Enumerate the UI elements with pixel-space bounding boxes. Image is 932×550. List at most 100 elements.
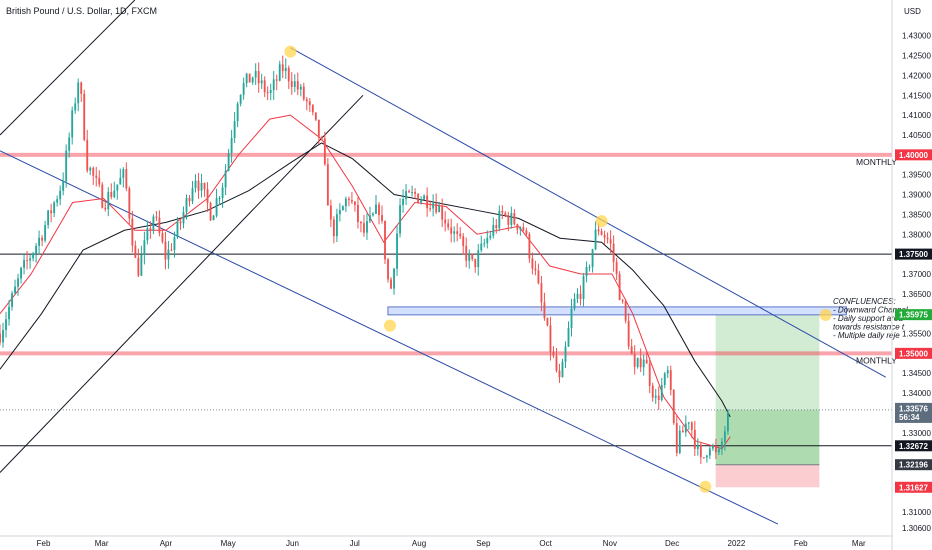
candle-body [393, 268, 395, 289]
price-tick-label: 1.34500 [902, 369, 931, 378]
candle-body [549, 325, 552, 352]
candle-body [140, 254, 143, 276]
candle-body [453, 231, 456, 234]
candle-body [612, 243, 615, 262]
candle-body [531, 258, 534, 269]
candle-body [603, 234, 606, 238]
candle-body [690, 422, 693, 430]
time-tick-label: May [221, 539, 236, 548]
candle-body [293, 81, 296, 87]
time-tick-label: Jul [350, 539, 360, 548]
candle-body [636, 358, 639, 367]
candle-body [465, 245, 468, 261]
price-tick-label: 1.34000 [902, 389, 931, 398]
candle-body [89, 167, 92, 171]
time-tick-label: 2022 [728, 539, 746, 548]
candle-body [414, 192, 417, 194]
candle-body [408, 191, 411, 193]
monthly-label-lower: MONTHLY [856, 355, 897, 365]
candle-body [272, 79, 275, 91]
price-tick-label: 1.33000 [902, 429, 931, 438]
slow-moving-average [0, 142, 731, 418]
candle-body [435, 203, 438, 213]
confluences-note-line: - Daily support area [833, 314, 903, 323]
touch-point-marker [284, 45, 297, 58]
candle-body [314, 112, 317, 120]
candle-body [287, 67, 290, 82]
candle-body [200, 182, 203, 191]
candle-body [209, 202, 212, 221]
price-tick-label: 1.40500 [902, 131, 931, 140]
candle-body [296, 81, 299, 90]
candle-body [417, 193, 420, 203]
candle-body [0, 333, 1, 343]
candle-body [696, 444, 699, 449]
price-badge [895, 347, 932, 359]
price-tick-label: 1.41000 [902, 111, 931, 120]
candle-body [41, 237, 44, 241]
candle-body [447, 223, 450, 228]
confluences-note-line: towards resistance t [833, 323, 905, 332]
candle-body [534, 268, 537, 271]
candle-body [519, 227, 522, 230]
candle-body [399, 205, 401, 234]
candle-body [525, 230, 528, 235]
candle-body [29, 258, 32, 261]
candle-body [708, 448, 711, 456]
candle-body [624, 301, 627, 321]
candle-body [711, 446, 714, 449]
chart-title: British Pound / U.S. Dollar, 1D, FXCM [6, 6, 157, 16]
candle-body [444, 219, 447, 224]
price-badge [895, 248, 932, 260]
candle-body [167, 249, 170, 260]
candle-body [263, 80, 266, 93]
time-tick-label: Mar [95, 539, 109, 548]
profit-zone-upper [715, 314, 820, 410]
candle-body [173, 237, 176, 250]
candle-body [8, 306, 10, 320]
candle-body [495, 225, 498, 229]
candle-body [663, 373, 666, 385]
candle-body [254, 70, 257, 78]
confluences-note-line: CONFLUENCES: [833, 297, 896, 306]
price-tick-label: 1.41500 [902, 91, 931, 100]
candle-body [540, 283, 543, 303]
candle-body [651, 385, 654, 398]
candle-body [311, 105, 314, 113]
candle-body [678, 430, 681, 453]
monthly-label-upper: MONTHLY [856, 157, 897, 167]
touch-point-marker [595, 215, 608, 228]
candle-body [317, 119, 320, 138]
candle-body [143, 240, 146, 255]
price-badge [895, 309, 932, 321]
price-tick-label: 1.43000 [902, 32, 931, 41]
candle-body [158, 217, 161, 233]
candle-body [660, 384, 663, 400]
price-badge [895, 459, 932, 471]
candle-body [164, 241, 167, 260]
candle-body [543, 302, 546, 318]
candle-body [561, 361, 564, 378]
candle-body [104, 207, 107, 210]
candle-body [242, 83, 245, 95]
candle-body [468, 254, 471, 261]
candle-body [630, 346, 633, 355]
time-tick-label: Aug [412, 539, 426, 548]
candle-body [98, 177, 101, 185]
candle-body [576, 293, 579, 299]
stop-zone [715, 464, 820, 488]
candle-body [176, 221, 179, 238]
candle-body [251, 77, 254, 83]
candle-body [621, 299, 624, 302]
candle-body [675, 423, 678, 453]
candle-body [669, 370, 672, 391]
early-trend-line [0, 0, 136, 136]
candle-body [86, 139, 89, 171]
candle-body [642, 359, 645, 368]
price-badge-label: 1.31627 [899, 483, 928, 492]
candle-body [341, 206, 344, 211]
candle-body [702, 457, 705, 459]
